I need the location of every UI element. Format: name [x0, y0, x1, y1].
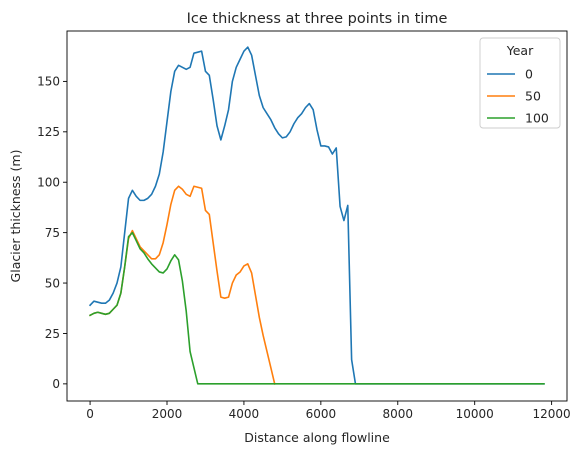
x-tick-label: 0 [86, 407, 94, 421]
y-tick-label: 100 [37, 176, 60, 190]
y-tick-label: 25 [45, 327, 60, 341]
y-tick-label: 75 [45, 226, 60, 240]
x-tick-label: 8000 [382, 407, 413, 421]
y-axis-label: Glacier thickness (m) [8, 150, 23, 283]
y-tick-label: 0 [52, 377, 60, 391]
chart-title: Ice thickness at three points in time [187, 11, 448, 27]
legend-title: Year [506, 43, 534, 58]
axes-frame [66, 30, 568, 402]
x-axis-label: Distance along flowline [244, 430, 390, 445]
legend: Year 0 50 100 [479, 37, 561, 129]
x-tick-label: 4000 [229, 407, 260, 421]
y-tick-label: 125 [37, 125, 60, 139]
series-line-100 [88, 231, 545, 385]
x-tick-label: 10000 [456, 407, 494, 421]
axis-ticks: 0 2000 4000 6000 8000 10000 12000 0 25 50 75 100 125… [37, 75, 571, 421]
plot-area [88, 46, 545, 385]
y-tick-label: 50 [45, 276, 60, 290]
legend-entries: 0 50 100 [487, 67, 549, 126]
x-tick-label: 2000 [152, 407, 183, 421]
legend-label-0: 0 [525, 67, 533, 82]
legend-label-50: 50 [525, 89, 541, 104]
x-tick-label: 12000 [533, 407, 571, 421]
y-tick-label: 150 [37, 75, 60, 89]
series-line-0 [88, 46, 545, 385]
legend-box [479, 37, 561, 129]
x-tick-label: 6000 [306, 407, 337, 421]
legend-label-100: 100 [525, 111, 549, 126]
